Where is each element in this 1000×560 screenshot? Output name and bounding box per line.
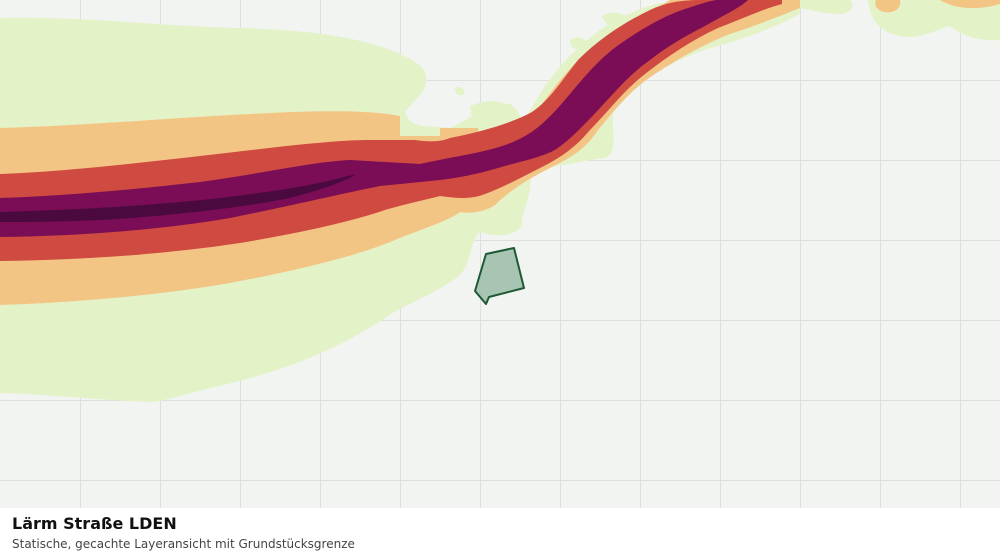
noise-band-5 — [0, 174, 356, 222]
layer-subtitle: Statische, gecachte Layeransicht mit Gru… — [12, 537, 355, 551]
map-canvas — [0, 0, 1000, 508]
layer-info-panel: Lärm Straße LDEN Statische, gecachte Lay… — [0, 508, 1000, 560]
parcel-boundary[interactable] — [474, 247, 525, 305]
map-view[interactable] — [0, 0, 1000, 508]
layer-title: Lärm Straße LDEN — [12, 514, 177, 533]
